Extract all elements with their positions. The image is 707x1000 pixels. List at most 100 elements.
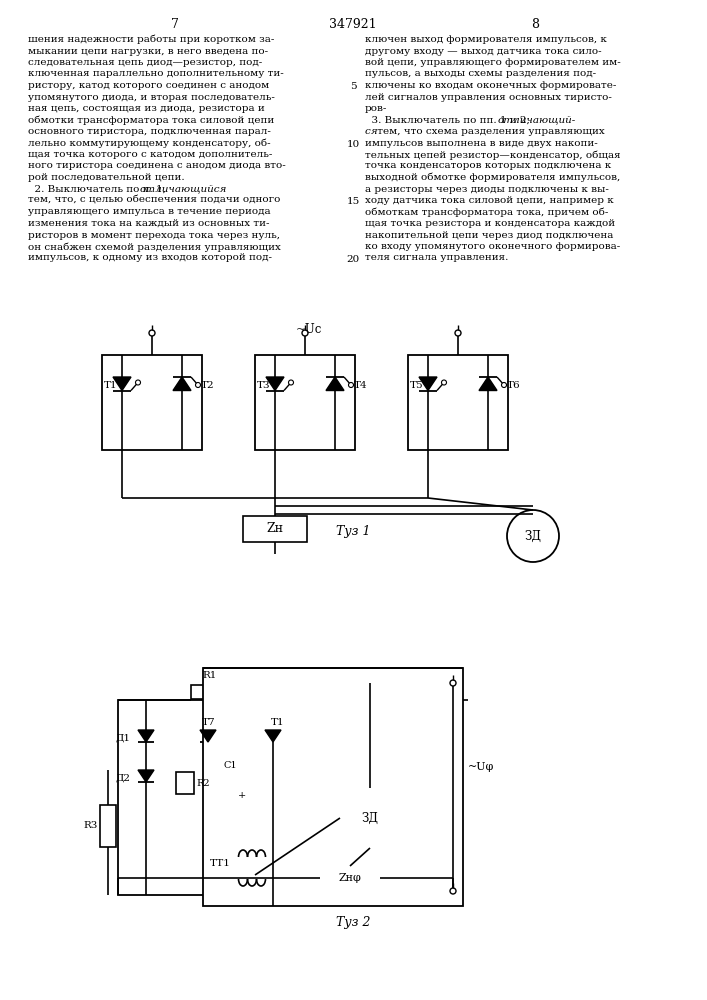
Text: изменения тока на каждый из основных ти-: изменения тока на каждый из основных ти-: [28, 219, 269, 228]
Text: тем, что схема разделения управляющих: тем, что схема разделения управляющих: [373, 127, 604, 136]
Text: Zнφ: Zнφ: [339, 873, 361, 883]
Text: обмоткам трансформатора тока, причем об-: обмоткам трансформатора тока, причем об-: [365, 208, 609, 217]
Text: точка конденсаторов которых подключена к: точка конденсаторов которых подключена к: [365, 161, 612, 170]
Text: 2. Выключатель по п. 1,: 2. Выключатель по п. 1,: [28, 184, 169, 194]
Bar: [320, 866, 380, 890]
Text: T4: T4: [354, 381, 368, 390]
Text: T7: T7: [202, 718, 216, 727]
Text: 347921: 347921: [329, 18, 377, 31]
Text: 20: 20: [346, 255, 360, 264]
Text: TT1: TT1: [210, 858, 231, 867]
Text: мыкании цепи нагрузки, в него введена по-: мыкании цепи нагрузки, в него введена по…: [28, 46, 268, 55]
Text: лей сигналов управления основных тиристо-: лей сигналов управления основных тиристо…: [365, 93, 612, 102]
Text: упомянутого диода, и вторая последователь-: упомянутого диода, и вторая последовател…: [28, 93, 275, 102]
Bar: [203, 668, 463, 906]
Text: T1: T1: [271, 718, 285, 727]
Polygon shape: [113, 377, 131, 390]
Text: щая точка резистора и конденсатора каждой: щая точка резистора и конденсатора каждо…: [365, 219, 615, 228]
Text: лельно коммутирующему конденсатору, об-: лельно коммутирующему конденсатору, об-: [28, 138, 271, 148]
Circle shape: [221, 732, 226, 736]
Circle shape: [455, 330, 461, 336]
Circle shape: [288, 380, 293, 385]
Text: выходной обмотке формирователя импульсов,: выходной обмотке формирователя импульсов…: [365, 173, 620, 182]
Text: 10: 10: [346, 140, 360, 149]
Circle shape: [507, 510, 559, 562]
Text: ЗД: ЗД: [525, 530, 542, 542]
Bar: [100, 805, 116, 847]
Text: а резисторы через диоды подключены к вы-: а резисторы через диоды подключены к вы-: [365, 184, 609, 194]
Text: R3: R3: [83, 822, 98, 830]
Bar: [102, 355, 202, 450]
Circle shape: [501, 382, 506, 387]
Bar: [255, 355, 355, 450]
Circle shape: [349, 382, 354, 387]
Text: вой цепи, управляющего формирователем им-: вой цепи, управляющего формирователем им…: [365, 58, 621, 67]
Text: ключены ко входам оконечных формировате-: ключены ко входам оконечных формировате-: [365, 81, 617, 90]
Text: ~Uφ: ~Uφ: [468, 762, 494, 772]
Circle shape: [340, 788, 400, 848]
Text: он снабжен схемой разделения управляющих: он снабжен схемой разделения управляющих: [28, 242, 281, 251]
Polygon shape: [138, 730, 154, 742]
Text: T2: T2: [201, 381, 215, 390]
Text: T6: T6: [507, 381, 520, 390]
Text: ся: ся: [365, 127, 381, 136]
Text: тельных цепей резистор—конденсатор, общая: тельных цепей резистор—конденсатор, обща…: [365, 150, 621, 159]
Polygon shape: [138, 770, 154, 782]
Text: ров-: ров-: [365, 104, 387, 113]
Text: ко входу упомянутого оконечного формирова-: ко входу упомянутого оконечного формиров…: [365, 242, 620, 251]
Text: Д2: Д2: [116, 774, 131, 783]
Text: ключен выход формирователя импульсов, к: ключен выход формирователя импульсов, к: [365, 35, 607, 44]
Polygon shape: [265, 730, 281, 742]
Text: рой последовательной цепи.: рой последовательной цепи.: [28, 173, 185, 182]
Text: 15: 15: [346, 197, 360, 206]
Text: ходу датчика тока силовой цепи, например к: ходу датчика тока силовой цепи, например…: [365, 196, 614, 205]
Text: T1: T1: [104, 381, 117, 390]
Bar: [191, 685, 229, 699]
Text: ного тиристора соединена с анодом диода вто-: ного тиристора соединена с анодом диода …: [28, 161, 286, 170]
Bar: [118, 700, 333, 895]
Polygon shape: [173, 377, 191, 390]
Bar: [408, 355, 508, 450]
Polygon shape: [266, 377, 284, 390]
Text: тем, что, с целью обеспечения подачи одного: тем, что, с целью обеспечения подачи одн…: [28, 196, 281, 205]
Text: Τуз 1: Τуз 1: [336, 525, 370, 538]
Polygon shape: [326, 377, 344, 390]
Text: другому входу — выход датчика тока сило-: другому входу — выход датчика тока сило-: [365, 46, 602, 55]
Circle shape: [441, 380, 447, 385]
Circle shape: [149, 330, 155, 336]
Circle shape: [286, 732, 291, 736]
Text: 7: 7: [171, 18, 179, 31]
Text: 3. Выключатель по пп. 1 и 2,: 3. Выключатель по пп. 1 и 2,: [365, 115, 533, 124]
Text: Д1: Д1: [116, 734, 131, 743]
Text: ристоров в момент перехода тока через нуль,: ристоров в момент перехода тока через ну…: [28, 231, 280, 239]
Text: теля сигнала управления.: теля сигнала управления.: [365, 253, 508, 262]
Text: отличающий-: отличающий-: [498, 115, 576, 124]
Circle shape: [450, 888, 456, 894]
Text: ристору, катод которого соединен с анодом: ристору, катод которого соединен с анодо…: [28, 81, 269, 90]
Circle shape: [450, 680, 456, 686]
Polygon shape: [419, 377, 437, 390]
Text: +: +: [238, 791, 246, 800]
Text: R2: R2: [196, 778, 209, 788]
Text: основного тиристора, подключенная парал-: основного тиристора, подключенная парал-: [28, 127, 271, 136]
Text: Τуз 2: Τуз 2: [336, 916, 370, 929]
Text: следовательная цепь диод—резистор, под-: следовательная цепь диод—резистор, под-: [28, 58, 262, 67]
Text: T5: T5: [410, 381, 423, 390]
Text: управляющего импульса в течение периода: управляющего импульса в течение периода: [28, 208, 271, 217]
Text: ключенная параллельно дополнительному ти-: ключенная параллельно дополнительному ти…: [28, 70, 284, 79]
Text: ЗД: ЗД: [361, 812, 378, 824]
Text: T3: T3: [257, 381, 271, 390]
Text: шения надежности работы при коротком за-: шения надежности работы при коротком за-: [28, 35, 274, 44]
Text: накопительной цепи через диод подключена: накопительной цепи через диод подключена: [365, 231, 614, 239]
Text: C1: C1: [224, 761, 238, 770]
Text: ная цепь, состоящая из диода, резистора и: ная цепь, состоящая из диода, резистора …: [28, 104, 264, 113]
Text: обмотки трансформатора тока силовой цепи: обмотки трансформатора тока силовой цепи: [28, 115, 274, 125]
Text: R1: R1: [203, 671, 217, 680]
Text: Zн: Zн: [267, 522, 284, 536]
Text: импульсов, к одному из входов которой под-: импульсов, к одному из входов которой по…: [28, 253, 272, 262]
Text: 8: 8: [531, 18, 539, 31]
Circle shape: [196, 382, 201, 387]
Text: отличающийся: отличающийся: [139, 184, 227, 194]
Polygon shape: [200, 730, 216, 742]
Circle shape: [302, 330, 308, 336]
